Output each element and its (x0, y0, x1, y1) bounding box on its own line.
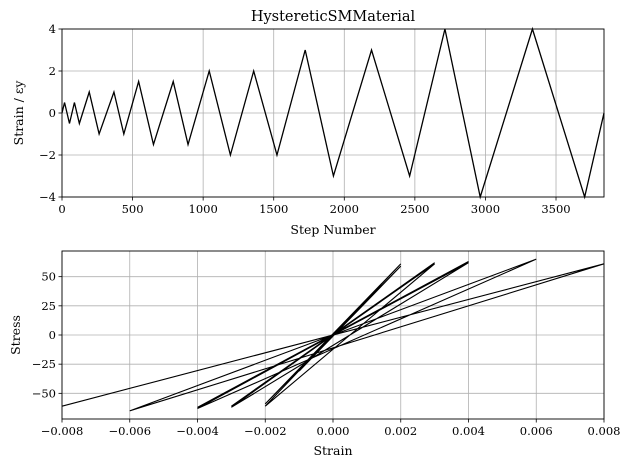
stress-strain-chart: −0.008 −0.006 −0.004 −0.002 0.000 0.002 0.004 0… (8, 250, 621, 458)
y-tick-label: 2 (49, 64, 56, 78)
x-tick-label: 2000 (330, 202, 359, 216)
chart-title: HystereticSMMaterial (251, 9, 416, 25)
x-tick-label: 500 (122, 202, 144, 216)
ticks: −0.008 −0.006 −0.004 −0.002 0.000 0.002 0.004 0… (32, 270, 621, 438)
y-tick-label: −2 (39, 148, 56, 162)
x-tick-label: −0.008 (41, 424, 84, 438)
series-line (61, 258, 605, 412)
x-tick-label: −0.006 (108, 424, 151, 438)
x-tick-label: 0.006 (520, 424, 553, 438)
x-tick-label: 0.008 (588, 424, 621, 438)
x-tick-label: 1000 (189, 202, 218, 216)
x-tick-label: −0.002 (244, 424, 287, 438)
x-tick-label: −0.004 (176, 424, 219, 438)
y-tick-label: −50 (32, 386, 56, 400)
y-axis-label: Strain / εy (11, 80, 26, 146)
x-tick-label: 0.000 (317, 424, 350, 438)
y-tick-label: −4 (39, 190, 56, 204)
x-tick-label: 0.004 (452, 424, 485, 438)
x-tick-label: 0 (58, 202, 65, 216)
x-tick-label: 1500 (259, 202, 288, 216)
y-tick-label: −25 (32, 357, 56, 371)
ticks: 0 500 1000 1500 2000 2500 3000 3500 −4 −2 0 2 4 (39, 22, 571, 216)
y-tick-label: 0 (49, 328, 56, 342)
y-tick-label: 25 (41, 299, 56, 313)
y-tick-label: 50 (41, 270, 56, 284)
y-axis-label: Stress (8, 315, 23, 355)
x-tick-label: 2500 (400, 202, 429, 216)
strain-history-chart: 0 500 1000 1500 2000 2500 3000 3500 −4 −2 0 2 4 Hyst… (11, 9, 605, 237)
series-line (61, 26, 605, 200)
x-axis-label: Strain (313, 443, 352, 458)
x-tick-label: 3000 (471, 202, 500, 216)
x-tick-label: 0.002 (384, 424, 417, 438)
grid (61, 251, 605, 419)
x-axis-label: Step Number (290, 222, 375, 237)
x-tick-label: 3500 (541, 202, 570, 216)
y-tick-label: 4 (49, 22, 56, 36)
y-tick-label: 0 (49, 106, 56, 120)
